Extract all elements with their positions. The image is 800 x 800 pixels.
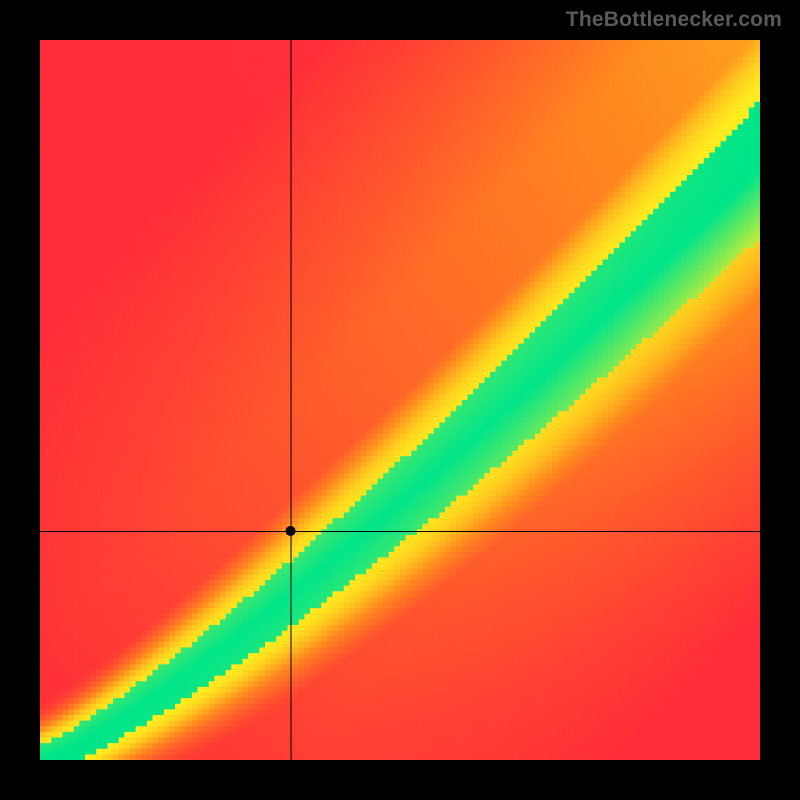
chart-container: TheBottlenecker.com [0,0,800,800]
watermark-text: TheBottlenecker.com [566,8,782,32]
bottleneck-heatmap [40,40,760,760]
